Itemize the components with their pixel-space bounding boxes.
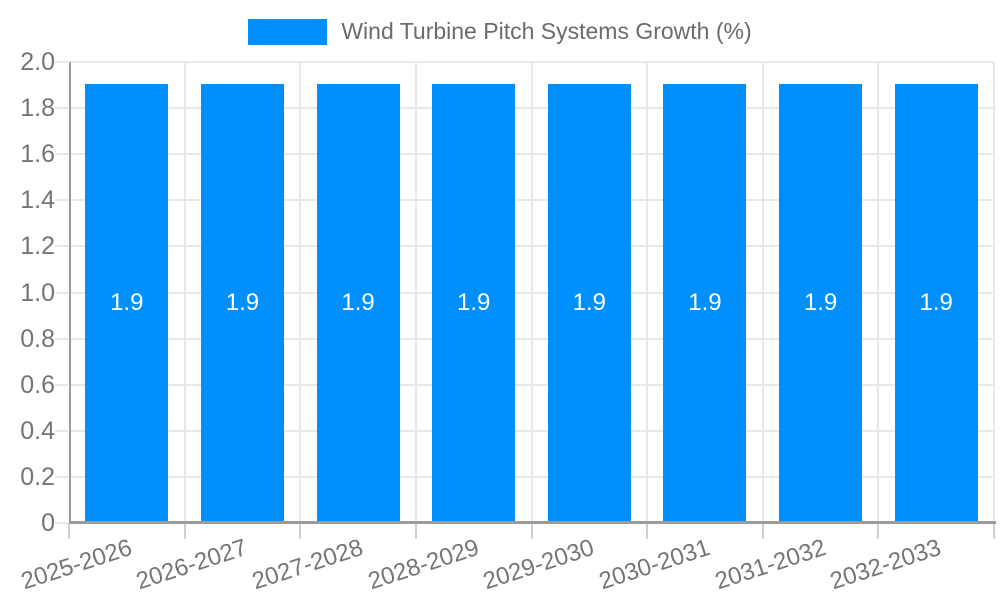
y-axis-tick	[55, 107, 68, 110]
x-axis-tick	[646, 523, 649, 539]
y-axis-tick	[55, 383, 68, 386]
v-gridline	[761, 62, 764, 523]
legend: Wind Turbine Pitch Systems Growth (%)	[0, 18, 1000, 45]
y-axis-tick	[55, 337, 68, 340]
x-axis-line	[69, 521, 996, 524]
x-tick-label: 2029-2030	[480, 534, 598, 596]
bar-value-label: 1.9	[572, 289, 606, 316]
bar-value-label: 1.9	[919, 289, 953, 316]
bar[interactable]: 1.9	[663, 84, 747, 522]
x-tick-label: 2032-2033	[827, 534, 945, 596]
y-tick-label: 1.0	[20, 278, 55, 307]
v-gridline	[993, 62, 995, 523]
bar[interactable]: 1.9	[316, 84, 400, 522]
y-tick-label: 1.6	[20, 140, 55, 169]
x-tick-label: 2025-2026	[17, 534, 136, 596]
x-axis-tick	[68, 523, 70, 539]
v-gridline	[646, 62, 649, 523]
y-tick-label: 0.4	[20, 416, 55, 445]
x-axis-tick	[877, 523, 880, 539]
bar-value-label: 1.9	[688, 289, 722, 316]
bar[interactable]: 1.9	[547, 84, 631, 522]
y-tick-label: 1.8	[20, 94, 55, 123]
x-axis-tick	[414, 523, 417, 539]
y-axis-tick	[55, 522, 68, 524]
y-axis-tick	[55, 475, 68, 478]
x-axis-tick	[530, 523, 533, 539]
x-tick-label: 2031-2032	[711, 534, 829, 596]
bar-value-label: 1.9	[457, 289, 491, 316]
v-gridline	[414, 62, 417, 523]
y-axis-tick	[55, 199, 68, 202]
bar[interactable]: 1.9	[894, 84, 978, 522]
legend-swatch-icon	[248, 18, 328, 45]
bar-value-label: 1.9	[225, 289, 260, 316]
v-gridline	[183, 62, 186, 523]
y-axis-line	[69, 62, 71, 523]
bar-value-label: 1.9	[803, 289, 838, 316]
plot-area: 0 0.2 0.4 0.6 0.8 1.0 1.2 1.4 1.6 1.8 2.0 1.9 2025-2…	[18, 48, 996, 595]
bar-value-label: 1.9	[110, 289, 144, 316]
legend-label: Wind Turbine Pitch Systems Growth (%)	[341, 18, 752, 44]
v-gridline	[299, 62, 302, 523]
y-axis-tick	[55, 153, 68, 156]
y-axis-tick	[55, 245, 68, 248]
y-tick-label: 1.2	[20, 232, 55, 261]
y-axis-tick	[55, 291, 68, 294]
y-tick-label: 0.8	[20, 324, 55, 353]
bar[interactable]: 1.9	[85, 84, 169, 522]
x-axis-tick	[993, 523, 995, 539]
bar[interactable]: 1.9	[432, 84, 516, 522]
x-axis-tick	[761, 523, 764, 539]
v-gridline	[530, 62, 533, 523]
y-tick-label: 2.0	[20, 48, 55, 76]
x-tick-label: 2027-2028	[248, 534, 367, 596]
legend-item[interactable]: Wind Turbine Pitch Systems Growth (%)	[248, 18, 752, 45]
y-tick-label: 0.2	[20, 462, 55, 491]
y-tick-label: 0.6	[20, 370, 55, 399]
x-axis-tick	[183, 523, 186, 539]
x-axis-tick	[299, 523, 302, 539]
bar-value-label: 1.9	[341, 289, 375, 316]
bar[interactable]: 1.9	[779, 84, 863, 522]
y-axis-tick	[55, 429, 68, 432]
y-tick-label: 0	[41, 509, 55, 537]
x-tick-label: 2026-2027	[133, 534, 251, 596]
y-tick-label: 1.4	[20, 186, 55, 215]
bar[interactable]: 1.9	[200, 84, 284, 522]
v-gridline	[877, 62, 880, 523]
x-tick-label: 2030-2031	[595, 534, 714, 596]
y-axis-tick	[55, 61, 68, 63]
x-tick-label: 2028-2029	[364, 534, 483, 596]
